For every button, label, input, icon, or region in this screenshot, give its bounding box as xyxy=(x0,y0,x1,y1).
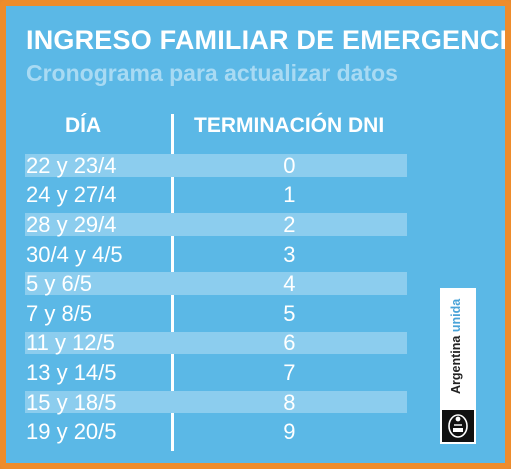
logo-word-unida: unida xyxy=(449,298,463,333)
argentina-unida-logo: Argentina unida xyxy=(440,288,476,444)
table-row: 30/4 y 4/5 3 xyxy=(25,240,407,270)
row-dia: 7 y 8/5 xyxy=(26,300,93,326)
row-dia: 11 y 12/5 xyxy=(26,330,115,356)
column-header-dni: TERMINACIÓN DNI xyxy=(194,114,385,137)
row-dni: 3 xyxy=(283,241,296,267)
table-row: 13 y 14/5 7 xyxy=(25,358,407,388)
column-header-dia: DÍA xyxy=(65,114,102,137)
table-row: 24 y 27/4 1 xyxy=(25,181,407,211)
page-subtitle: Cronograma para actualizar datos xyxy=(26,60,398,86)
national-seal-icon xyxy=(442,410,474,442)
page-title: INGRESO FAMILIAR DE EMERGENCIA xyxy=(26,25,511,55)
table-row: 11 y 12/5 6 xyxy=(25,329,407,359)
table-row: 7 y 8/5 5 xyxy=(25,299,407,329)
row-dia: 22 y 23/4 xyxy=(26,152,117,178)
table-row: 22 y 23/4 0 xyxy=(25,151,407,181)
row-dia: 30/4 y 4/5 xyxy=(26,241,123,267)
row-dni: 1 xyxy=(283,182,296,208)
logo-wordmark: Argentina unida xyxy=(449,299,463,394)
table-row: 15 y 18/5 8 xyxy=(25,388,407,418)
schedule-table: 22 y 23/4 0 24 y 27/4 1 28 y 29/4 2 30/4… xyxy=(25,151,407,447)
row-dni: 9 xyxy=(283,419,296,445)
row-dia: 5 y 6/5 xyxy=(26,271,93,297)
row-dni: 6 xyxy=(283,330,296,356)
table-row: 28 y 29/4 2 xyxy=(25,210,407,240)
row-dni: 7 xyxy=(283,359,296,385)
row-dia: 19 y 20/5 xyxy=(26,419,117,445)
row-dia: 28 y 29/4 xyxy=(26,211,117,237)
table-row: 5 y 6/5 4 xyxy=(25,269,407,299)
row-dni: 4 xyxy=(283,271,296,297)
logo-word-argentina: Argentina xyxy=(449,335,463,394)
table-row: 19 y 20/5 9 xyxy=(25,417,407,447)
row-dni: 2 xyxy=(283,211,296,237)
row-dni: 0 xyxy=(283,152,296,178)
row-dni: 8 xyxy=(283,389,296,415)
row-dia: 24 y 27/4 xyxy=(26,182,117,208)
row-dia: 15 y 18/5 xyxy=(26,389,117,415)
row-dia: 13 y 14/5 xyxy=(26,359,117,385)
row-dni: 5 xyxy=(283,300,296,326)
